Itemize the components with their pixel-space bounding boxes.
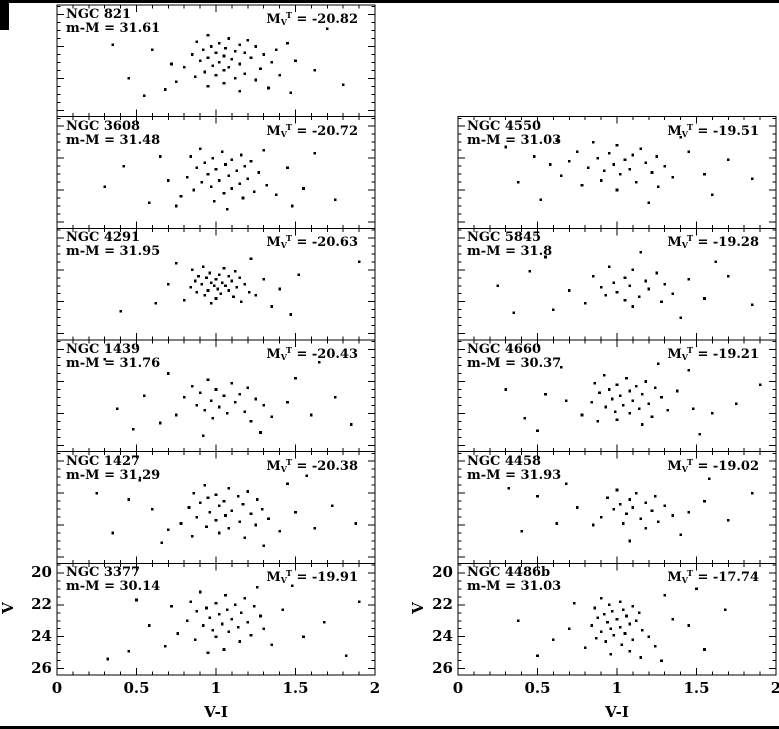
absolute-magnitude: MVT = -19.91 <box>266 568 358 586</box>
scatter-points <box>119 257 361 316</box>
x-axis-label-right: V-I <box>605 703 629 721</box>
distance-modulus: m-M = 31.03 <box>467 132 562 148</box>
galaxy-name: NGC 4660 <box>467 342 542 357</box>
scatter-points <box>111 27 345 98</box>
scatter-points <box>517 587 727 662</box>
distance-modulus: m-M = 31.93 <box>467 467 562 483</box>
scatter-points <box>504 136 754 205</box>
cmd-panel-ngc-4291 <box>56 227 376 341</box>
scatter-points <box>103 147 337 211</box>
x-tick-label: 0.5 <box>524 679 551 697</box>
x-tick-label: 1.5 <box>282 679 309 697</box>
scatter-points <box>103 357 353 437</box>
y-tick-label: 20 <box>432 562 453 581</box>
scatter-points <box>496 251 754 319</box>
y-tick-label: 24 <box>31 626 52 645</box>
x-tick-label: 1 <box>611 679 623 697</box>
x-tick-label: 1.5 <box>683 679 710 697</box>
galaxy-name: NGC 1439 <box>66 342 141 357</box>
cmd-panel-ngc-1427 <box>56 451 376 564</box>
absolute-magnitude: MVT = -20.38 <box>266 456 358 474</box>
distance-modulus: m-M = 31.03 <box>467 579 562 595</box>
distance-modulus: m-M = 31.95 <box>66 244 161 260</box>
y-tick-label: 20 <box>31 562 52 581</box>
distance-modulus: m-M = 30.37 <box>467 356 562 371</box>
top-border <box>0 0 779 3</box>
bottom-border <box>0 726 779 729</box>
y-axis-label-right: V <box>409 602 427 614</box>
scatter-points <box>95 474 358 548</box>
y-tick-label: 22 <box>31 594 52 613</box>
scan-corner-mark <box>0 0 9 30</box>
x-tick-label: 0.5 <box>123 679 150 697</box>
galaxy-name: NGC 4291 <box>66 230 141 246</box>
x-tick-label: 2 <box>369 679 381 697</box>
scatter-points <box>504 362 762 436</box>
y-tick-label: 24 <box>432 626 453 645</box>
galaxy-name: NGC 4458 <box>467 453 542 469</box>
distance-modulus: m-M = 31.8 <box>467 244 553 260</box>
absolute-magnitude: MVT = -20.72 <box>266 121 358 139</box>
galaxy-name: NGC 3608 <box>66 118 141 134</box>
distance-modulus: m-M = 31.29 <box>66 467 161 483</box>
cmd-panel-ngc-1439 <box>56 339 376 453</box>
y-tick-label: 26 <box>31 658 52 677</box>
y-tick-label: 26 <box>432 658 453 677</box>
distance-modulus: m-M = 31.48 <box>66 132 161 148</box>
absolute-magnitude: MVT = -17.74 <box>667 568 759 586</box>
absolute-magnitude: MVT = -20.43 <box>266 345 358 362</box>
scatter-points <box>507 477 754 543</box>
galaxy-name: NGC 5845 <box>467 230 542 246</box>
galaxy-name: NGC 1427 <box>66 453 141 469</box>
x-tick-label: 2 <box>770 679 779 697</box>
scatter-points <box>106 584 361 661</box>
distance-modulus: m-M = 31.61 <box>66 21 161 36</box>
distance-modulus: m-M = 31.76 <box>66 356 161 371</box>
y-tick-label: 22 <box>432 594 453 613</box>
absolute-magnitude: MVT = -19.02 <box>667 456 759 474</box>
y-axis-label-left: V <box>0 602 17 614</box>
galaxy-name: NGC 4550 <box>467 118 542 134</box>
distance-modulus: m-M = 30.14 <box>66 579 161 595</box>
galaxy-name: NGC 4486b <box>467 565 551 581</box>
absolute-magnitude: MVT = -20.63 <box>266 233 358 251</box>
absolute-magnitude: MVT = -19.51 <box>667 121 759 139</box>
cmd-panel-ngc-3377 <box>56 562 376 676</box>
x-tick-label: 1 <box>210 679 222 697</box>
cmd-panel-ngc-3608 <box>56 116 376 229</box>
cmd-panel-ngc-4458 <box>457 451 777 564</box>
galaxy-name: NGC 821 <box>66 7 131 22</box>
x-tick-label: 0 <box>452 679 464 697</box>
x-axis-label-left: V-I <box>204 703 228 721</box>
absolute-magnitude: MVT = -19.21 <box>667 345 759 362</box>
x-tick-label: 0 <box>51 679 63 697</box>
absolute-magnitude: MVT = -19.28 <box>667 233 759 251</box>
cmd-panel-ngc-4486b <box>457 562 777 676</box>
galaxy-name: NGC 3377 <box>66 565 141 581</box>
absolute-magnitude: MVT = -20.82 <box>266 10 358 27</box>
